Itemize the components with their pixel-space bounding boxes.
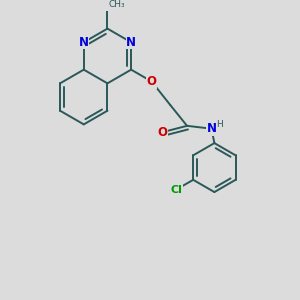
Text: CH₃: CH₃: [109, 0, 125, 9]
Text: H: H: [216, 120, 223, 129]
Text: N: N: [206, 122, 217, 135]
Text: O: O: [158, 126, 167, 139]
Text: Cl: Cl: [170, 184, 182, 195]
Text: N: N: [126, 36, 136, 49]
Text: O: O: [147, 75, 157, 88]
Text: N: N: [79, 36, 89, 49]
